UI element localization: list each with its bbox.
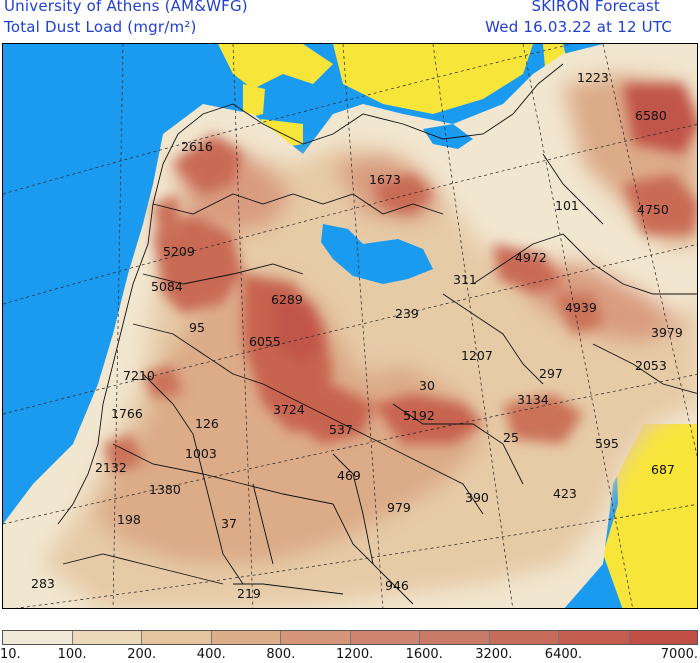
dust-field bbox=[3, 44, 697, 608]
legend-label: 400. bbox=[196, 647, 226, 662]
map-value: 537 bbox=[329, 422, 353, 437]
legend-swatch bbox=[350, 631, 420, 644]
map-value: 1003 bbox=[185, 446, 217, 461]
legend-label: 3200. bbox=[475, 647, 513, 662]
map-value: 95 bbox=[189, 320, 205, 335]
header-variable-title: Total Dust Load (mgr/m²) bbox=[4, 18, 197, 36]
map-value: 30 bbox=[419, 378, 435, 393]
map-value: 283 bbox=[31, 576, 55, 591]
map-value: 946 bbox=[385, 578, 409, 593]
inland-sea bbox=[321, 224, 433, 284]
legend-label: 800. bbox=[266, 647, 296, 662]
legend-swatch bbox=[72, 631, 142, 644]
map-value: 219 bbox=[237, 586, 261, 601]
dust-load-map[interactable]: 1223 6580 2616 1673 101 4750 5209 4972 3… bbox=[2, 43, 698, 609]
legend-label: 6400. bbox=[544, 647, 583, 662]
map-canvas: 1223 6580 2616 1673 101 4750 5209 4972 3… bbox=[3, 44, 697, 608]
map-value: 198 bbox=[117, 512, 141, 527]
map-value: 3979 bbox=[651, 325, 683, 340]
map-value: 3724 bbox=[273, 402, 305, 417]
map-value: 390 bbox=[465, 490, 489, 505]
map-value: 4972 bbox=[515, 250, 547, 265]
map-value-labels: 1223 6580 2616 1673 101 4750 5209 4972 3… bbox=[31, 70, 683, 601]
map-value: 979 bbox=[387, 500, 411, 515]
header-forecast-time: Wed 16.03.22 at 12 UTC bbox=[485, 18, 672, 36]
map-value: 2053 bbox=[635, 358, 667, 373]
map-value: 37 bbox=[221, 516, 237, 531]
inland-lake bbox=[423, 124, 473, 149]
map-value: 101 bbox=[555, 198, 579, 213]
map-value: 595 bbox=[595, 436, 619, 451]
legend-label: 10. bbox=[0, 647, 21, 662]
legend-label: 200. bbox=[127, 647, 157, 662]
map-value: 1380 bbox=[149, 482, 181, 497]
legend-swatch bbox=[211, 631, 281, 644]
map-value: 6289 bbox=[271, 292, 303, 307]
map-value: 469 bbox=[337, 468, 361, 483]
map-value: 4939 bbox=[565, 300, 597, 315]
map-value: 311 bbox=[453, 272, 477, 287]
legend-swatch bbox=[559, 631, 629, 644]
map-value: 7210 bbox=[123, 368, 155, 383]
map-value: 6055 bbox=[249, 334, 281, 349]
legend-swatch bbox=[3, 631, 73, 644]
map-value: 5192 bbox=[403, 408, 435, 423]
map-value: 239 bbox=[395, 306, 419, 321]
lat-lon-grid bbox=[3, 44, 697, 608]
legend-swatch bbox=[420, 631, 490, 644]
legend-label: 100. bbox=[57, 647, 87, 662]
map-value: 1766 bbox=[111, 406, 143, 421]
legend-swatch bbox=[489, 631, 559, 644]
map-value: 1223 bbox=[577, 70, 609, 85]
header-forecast-name: SKIRON Forecast bbox=[531, 0, 660, 15]
map-value: 297 bbox=[539, 366, 563, 381]
map-value: 4750 bbox=[637, 202, 669, 217]
legend-label: 1200. bbox=[336, 647, 374, 662]
color-scale-legend bbox=[2, 630, 698, 645]
map-value: 6580 bbox=[635, 108, 667, 123]
map-value: 2132 bbox=[95, 460, 127, 475]
map-value: 1207 bbox=[461, 348, 493, 363]
legend-swatch bbox=[281, 631, 351, 644]
legend-swatch bbox=[142, 631, 212, 644]
legend-swatch bbox=[628, 631, 697, 644]
map-value: 687 bbox=[651, 462, 675, 477]
map-value: 2616 bbox=[181, 139, 213, 154]
map-value: 3134 bbox=[517, 392, 549, 407]
legend-label: 7000. bbox=[660, 647, 698, 662]
header-institution: University of Athens (AM&WFG) bbox=[4, 0, 248, 15]
map-value: 25 bbox=[503, 430, 519, 445]
legend-label: 1600. bbox=[405, 647, 443, 662]
map-value: 1673 bbox=[369, 172, 401, 187]
map-value: 126 bbox=[195, 416, 219, 431]
legend-labels: 10. 100. 200. 400. 800. 1200. 1600. 3200. 6400. 7… bbox=[0, 647, 700, 663]
map-value: 5084 bbox=[151, 279, 183, 294]
map-value: 423 bbox=[553, 486, 577, 501]
map-value: 5209 bbox=[163, 244, 195, 259]
